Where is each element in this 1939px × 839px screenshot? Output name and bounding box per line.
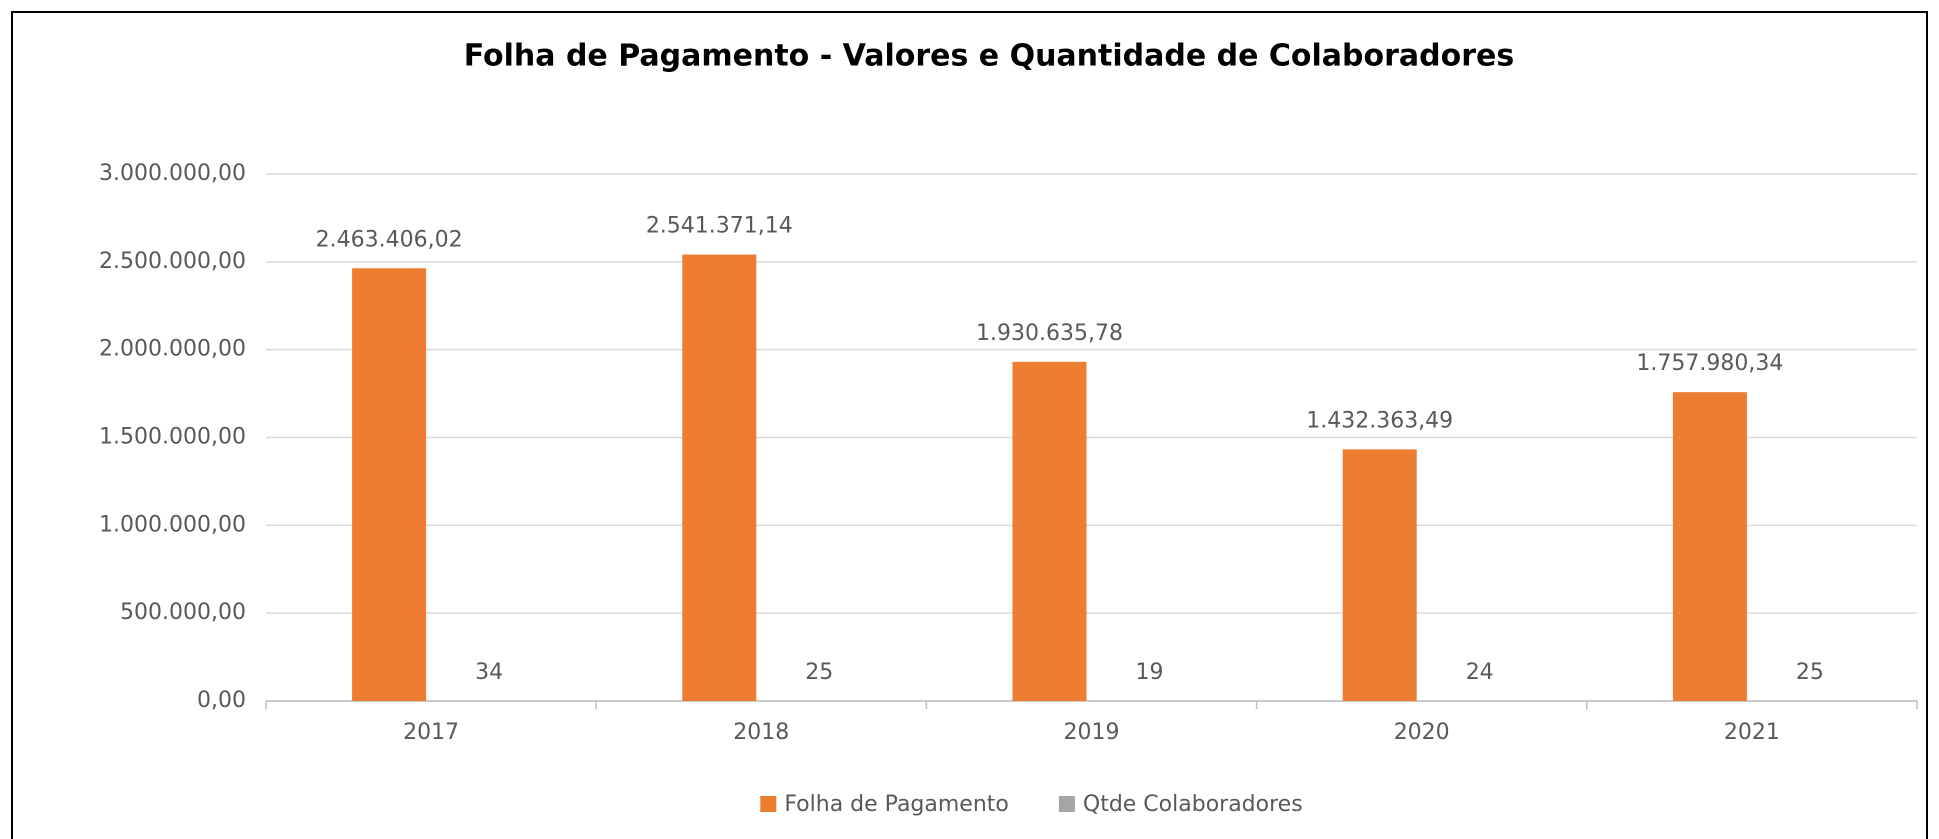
bar: [1672, 392, 1747, 701]
data-label: 34: [475, 660, 503, 685]
legend-swatch: [760, 796, 777, 812]
y-tick-label: 0,00: [197, 688, 246, 713]
data-label: 19: [1136, 660, 1164, 685]
data-label: 2.541.371,14: [646, 214, 793, 239]
y-tick-label: 2.000.000,00: [99, 337, 246, 362]
data-label: 2.463.406,02: [316, 227, 463, 252]
bar: [682, 254, 757, 701]
data-label: 25: [805, 660, 833, 685]
data-label: 24: [1466, 660, 1494, 685]
chart-title: Folha de Pagamento - Valores e Quantidad…: [464, 39, 1515, 74]
chart-frame: [11, 11, 1928, 839]
bar: [352, 268, 427, 701]
y-tick-label: 500.000,00: [120, 600, 246, 625]
x-tick-label: 2017: [403, 720, 459, 745]
x-tick-label: 2019: [1064, 720, 1120, 745]
legend-swatch: [1058, 796, 1075, 812]
x-tick-label: 2021: [1724, 720, 1780, 745]
bar: [1012, 361, 1087, 701]
y-tick-label: 2.500.000,00: [99, 249, 246, 274]
x-tick-label: 2018: [733, 720, 789, 745]
bar: [1342, 449, 1417, 701]
legend-label: Folha de Pagamento: [784, 792, 1009, 817]
y-tick-label: 3.000.000,00: [99, 161, 246, 186]
data-label: 1.757.980,34: [1636, 351, 1783, 376]
legend-label: Qtde Colaboradores: [1083, 792, 1303, 817]
data-label: 1.432.363,49: [1306, 408, 1453, 433]
data-label: 1.930.635,78: [976, 321, 1123, 346]
data-label: 25: [1796, 660, 1824, 685]
x-tick-label: 2020: [1394, 720, 1450, 745]
y-tick-label: 1.500.000,00: [99, 425, 246, 450]
y-tick-label: 1.000.000,00: [99, 512, 246, 537]
